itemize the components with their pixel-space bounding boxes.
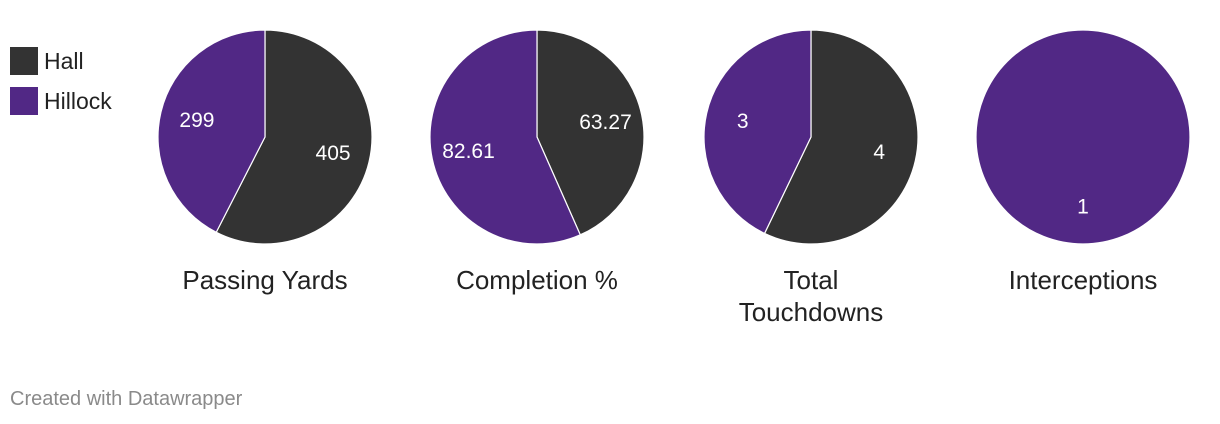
- pie-4-label-hillock: 1: [1077, 196, 1089, 219]
- pie-1-slice-hall: [215, 29, 373, 245]
- footer-credit: Created with Datawrapper: [10, 388, 243, 410]
- pie-1-label-hall: 405: [316, 142, 351, 165]
- legend-label-hall: Hall: [44, 47, 84, 74]
- pie-1-title: Passing Yards: [182, 265, 347, 295]
- legend-swatch-hillock: [10, 87, 38, 115]
- pie-1-label-hillock: 299: [179, 109, 214, 132]
- pie-2-slice-hillock: [429, 29, 582, 245]
- pie-1: 405 299 Passing Yards: [157, 29, 373, 295]
- pie-charts: 405 299 Passing Yards 63.27 82.61 Completion …: [157, 29, 1191, 327]
- pie-3-title: Total: [784, 265, 839, 295]
- pie-2-slice-hall: [536, 29, 645, 236]
- pie-2-label-hillock: 82.61: [442, 140, 495, 163]
- pie-4-title: Interceptions: [1009, 265, 1158, 295]
- pie-3-slice-hall: [763, 29, 919, 245]
- pie-4: 1 Interceptions: [975, 29, 1191, 295]
- pie-3-title: Touchdowns: [739, 297, 884, 327]
- legend: Hall Hillock: [10, 41, 112, 121]
- pie-1-slice-hillock: [157, 29, 266, 234]
- pie-3-label-hall: 4: [873, 141, 885, 164]
- pie-2: 63.27 82.61 Completion %: [429, 29, 645, 295]
- pie-3-slice-hillock: [703, 29, 812, 235]
- pie-3-label-hillock: 3: [737, 110, 749, 133]
- legend-item-hall: Hall: [10, 41, 112, 81]
- legend-label-hillock: Hillock: [44, 87, 112, 114]
- pie-2-title: Completion %: [456, 265, 618, 295]
- legend-swatch-hall: [10, 47, 38, 75]
- pie-2-label-hall: 63.27: [579, 111, 632, 134]
- pie-4-slice-hillock: [975, 29, 1191, 245]
- legend-item-hillock: Hillock: [10, 81, 112, 121]
